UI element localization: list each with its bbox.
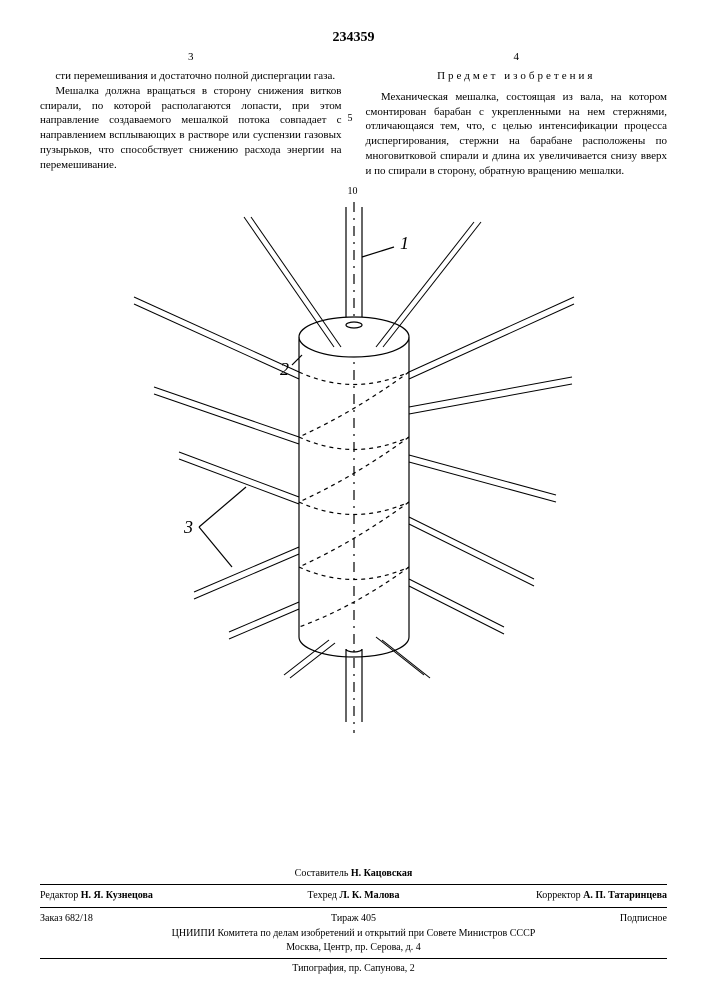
subscription: Подписное	[458, 912, 667, 926]
typography: Типография, пр. Сапунова, 2	[40, 962, 667, 976]
composer: Н. Кацовская	[351, 868, 412, 879]
rule-1	[40, 884, 667, 885]
figure: 1 2 3	[40, 197, 667, 742]
doc-number: 234359	[40, 30, 667, 46]
right-para-1: Механическая мешалка, состоящая из вала,…	[366, 90, 668, 179]
tirazh: Тираж 405	[249, 912, 458, 926]
right-column: 4 Предмет изобретения Механическая мешал…	[366, 50, 668, 179]
colnum-right: 4	[366, 50, 668, 65]
left-para-1: сти перемешивания и достаточно полной ди…	[40, 69, 342, 84]
editor-label: Редактор	[40, 890, 78, 901]
linenum-5: 5	[348, 113, 353, 124]
claims-title: Предмет изобретения	[366, 69, 668, 84]
footer: Составитель Н. Кацовская Редактор Н. Я. …	[40, 867, 667, 976]
text-columns: 3 сти перемешивания и достаточно полной …	[40, 50, 667, 179]
left-column: 3 сти перемешивания и достаточно полной …	[40, 50, 342, 179]
org-line-1: ЦНИИПИ Комитета по делам изобретений и о…	[40, 927, 667, 941]
mixer-diagram: 1 2 3	[124, 197, 584, 737]
corrector: А. П. Татаринцева	[583, 890, 667, 901]
rule-2	[40, 907, 667, 908]
tech-label: Техред	[308, 890, 337, 901]
patent-page: 234359 3 сти перемешивания и достаточно …	[0, 0, 707, 1000]
composer-label: Составитель	[295, 868, 349, 879]
tech: Л. К. Малова	[339, 890, 399, 901]
credits-2: Заказ 682/18 Тираж 405 Подписное	[40, 911, 667, 927]
colnum-left: 3	[40, 50, 342, 65]
fig-label-2: 2	[280, 359, 289, 379]
editor: Н. Я. Кузнецова	[81, 890, 153, 901]
linenum-10: 10	[348, 186, 358, 197]
corrector-label: Корректор	[536, 890, 581, 901]
fig-label-1: 1	[400, 233, 409, 253]
credits-1: Редактор Н. Я. Кузнецова Техред Л. К. Ма…	[40, 888, 667, 904]
order: Заказ 682/18	[40, 912, 249, 926]
left-para-2: Мешалка должна вращаться в сторону сниже…	[40, 84, 342, 173]
rule-3	[40, 958, 667, 959]
org-line-2: Москва, Центр, пр. Серова, д. 4	[40, 941, 667, 955]
fig-label-3: 3	[183, 517, 193, 537]
